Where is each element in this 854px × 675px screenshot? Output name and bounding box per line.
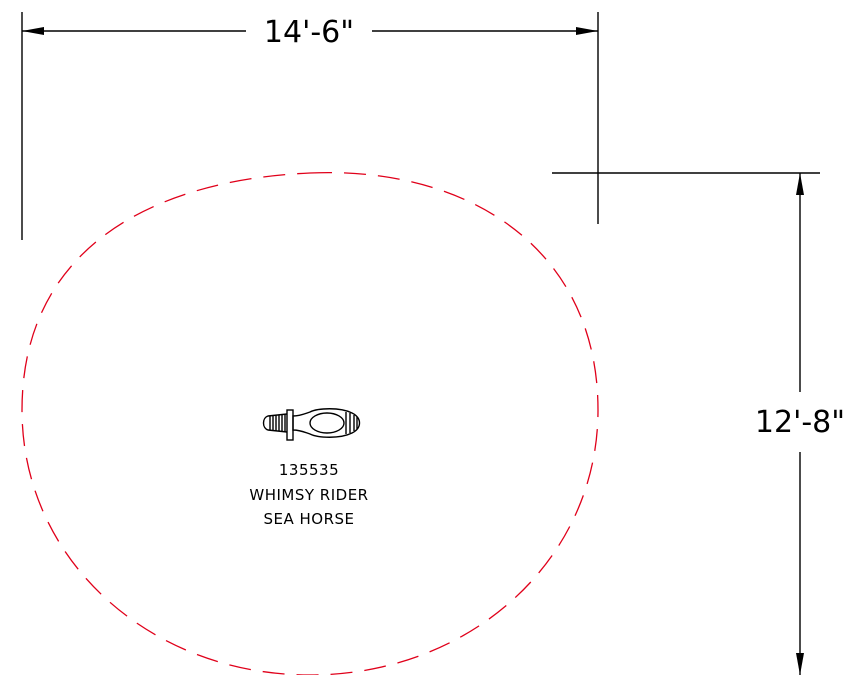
height-dimension-label: 12'-8" (755, 405, 845, 440)
height-dimension: 12'-8" (552, 172, 845, 675)
product-number: 135535 (279, 461, 339, 479)
width-arrow-right (576, 27, 598, 35)
product-name-line1: WHIMSY RIDER (249, 486, 368, 504)
height-arrow-top (796, 173, 804, 195)
height-arrow-bottom (796, 653, 804, 675)
rider-body (292, 408, 361, 438)
width-dimension: 14'-6" (21, 12, 599, 240)
rider-handle (286, 409, 294, 441)
sea-horse-rider-symbol (262, 408, 361, 441)
rider-tail (262, 413, 288, 433)
rider-seat (309, 412, 345, 434)
product-name-line2: SEA HORSE (263, 510, 354, 528)
width-dimension-label: 14'-6" (264, 15, 354, 50)
use-zone-boundary (21, 171, 599, 675)
width-arrow-left (22, 27, 44, 35)
